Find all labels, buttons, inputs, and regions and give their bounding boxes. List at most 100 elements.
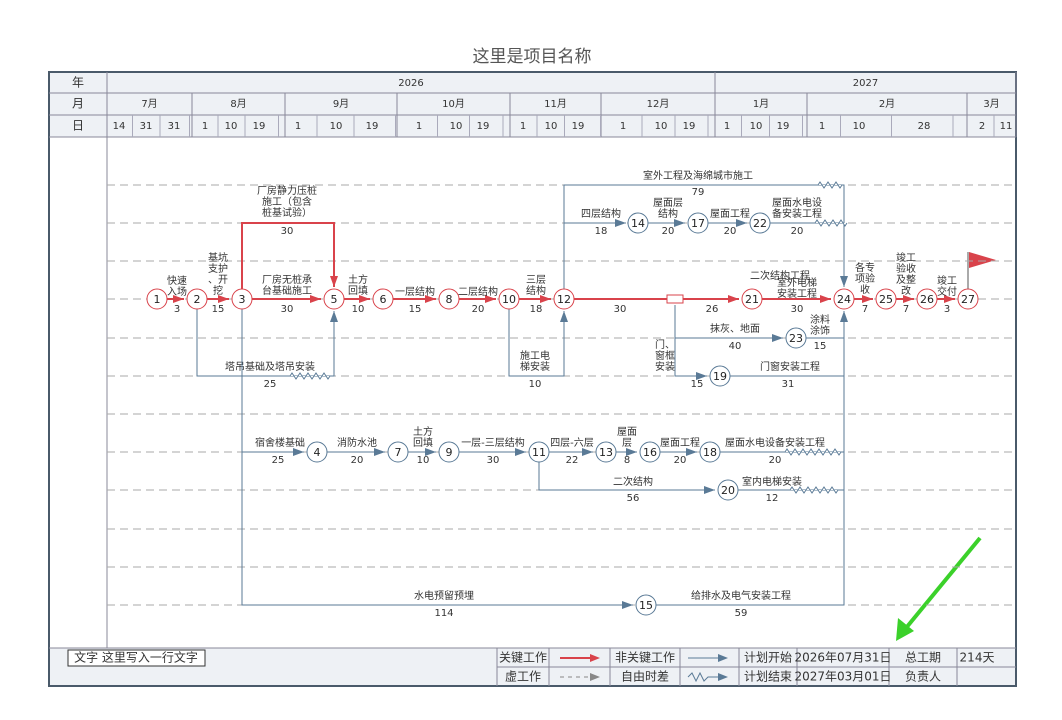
finish-flag (967, 252, 996, 289)
arrowhead (218, 295, 229, 303)
day: 10 (853, 121, 866, 132)
month: 10月 (442, 98, 465, 110)
activity-arrow (241, 222, 335, 289)
activity-name: 一层-三层结构 (461, 436, 525, 449)
node (717, 479, 739, 501)
activity-name: 各专项验收 (855, 261, 875, 296)
header-bg (50, 73, 1015, 137)
arrowhead (515, 448, 526, 456)
node (749, 212, 771, 234)
arrowhead (330, 276, 338, 287)
day: 19 (572, 121, 585, 132)
arrowhead (330, 311, 338, 322)
start: 2026年07月31日 (794, 651, 891, 665)
activity-name: 快速入场 (167, 275, 187, 298)
arrowhead (728, 295, 739, 303)
activity-duration: 3 (174, 304, 180, 315)
activity-duration: 12 (766, 493, 779, 504)
activity-duration: 20 (791, 226, 804, 237)
day: 1 (202, 121, 208, 132)
free-float (814, 219, 848, 227)
node-label: 24 (837, 293, 851, 306)
arrowhead (704, 486, 715, 494)
activity-name: 屋面工程 (710, 208, 750, 220)
frame (48, 71, 1017, 687)
arrowhead (944, 295, 955, 303)
node-label: 21 (745, 293, 759, 306)
activity-duration: 30 (281, 226, 294, 237)
node-label: 9 (446, 446, 453, 459)
footer-grid (496, 648, 958, 686)
activity-duration: 31 (782, 379, 795, 390)
node (306, 441, 328, 463)
node (957, 288, 979, 310)
node-label: 18 (703, 446, 717, 459)
activity-name: 屋面工程 (660, 437, 700, 449)
activity-arrow (538, 462, 715, 491)
node (627, 212, 649, 234)
node-label: 10 (502, 293, 516, 306)
node-label: 27 (961, 293, 975, 306)
activity-duration: 10 (352, 304, 365, 315)
day: 10 (225, 121, 238, 132)
day: 2 (979, 121, 985, 132)
owner-label: 负责人 (905, 670, 941, 684)
activity-arrow (196, 309, 335, 377)
free-float (784, 448, 842, 456)
arrowhead (425, 448, 436, 456)
activity-name: 三层结构 (526, 274, 546, 297)
activity-name: 二层结构 (458, 285, 498, 298)
day: 31 (168, 121, 181, 132)
node (687, 212, 709, 234)
node (438, 288, 460, 310)
legend-dummy: 虚工作 (505, 670, 541, 684)
activity-duration: 18 (530, 304, 543, 315)
month: 8月 (230, 98, 246, 110)
day: 19 (477, 121, 490, 132)
legend-noncritical: 非关键工作 (615, 651, 675, 665)
activity-name: 竣工验收及整改 (896, 251, 916, 297)
activity-arrow (563, 184, 845, 289)
node (387, 441, 409, 463)
node-label: 13 (599, 446, 613, 459)
node-label: 11 (532, 446, 546, 459)
node (186, 288, 208, 310)
day: 11 (1000, 121, 1013, 132)
node (785, 327, 807, 349)
activity-duration: 20 (662, 226, 675, 237)
arrowhead (425, 295, 436, 303)
node-label: 26 (920, 293, 934, 306)
activity-duration: 25 (272, 455, 285, 466)
activity-duration: 30 (281, 304, 294, 315)
node (833, 288, 855, 310)
month: 7月 (141, 98, 157, 110)
activity-duration: 79 (692, 187, 705, 198)
day: 10 (750, 121, 763, 132)
activity-arrow (508, 309, 565, 377)
day: 1 (620, 121, 626, 132)
node-label: 15 (639, 599, 653, 612)
arrowhead (560, 311, 568, 322)
activity-duration: 18 (595, 226, 608, 237)
note-box (67, 649, 206, 667)
node (639, 441, 661, 463)
activity-arrow (656, 311, 845, 606)
node-label: 4 (314, 446, 321, 459)
activity-duration: 20 (472, 304, 485, 315)
node-label: 12 (557, 293, 571, 306)
end-label: 计划结束 (744, 670, 792, 684)
day: 31 (140, 121, 153, 132)
activity-duration: 30 (791, 304, 804, 315)
node (323, 288, 345, 310)
activity-name: 厂房无桩承台基础施工 (262, 273, 312, 297)
activity-arrow (241, 309, 633, 606)
activity-name: 门、窗框安装 (655, 338, 675, 373)
activity-name: 土方回填 (348, 273, 368, 297)
arrowhead (615, 219, 626, 227)
activity-duration: 15 (814, 341, 827, 352)
activity-name: 二次结构工程 (750, 269, 810, 282)
node-label: 16 (643, 446, 657, 459)
activity-name: 消防水池 (337, 436, 377, 449)
node-label: 23 (789, 332, 803, 345)
node (595, 441, 617, 463)
